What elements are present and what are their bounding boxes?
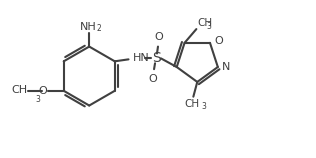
Text: 2: 2 [96, 24, 101, 33]
Text: 3: 3 [206, 22, 211, 31]
Text: O: O [214, 36, 223, 46]
Text: HN: HN [132, 53, 149, 63]
Text: S: S [152, 51, 161, 65]
Text: N: N [222, 62, 230, 72]
Text: CH: CH [198, 18, 212, 28]
Text: O: O [149, 74, 157, 84]
Text: O: O [38, 86, 47, 96]
Text: O: O [155, 32, 163, 42]
Text: 3: 3 [35, 95, 40, 104]
Text: NH: NH [80, 22, 97, 32]
Text: 3: 3 [201, 102, 206, 111]
Text: CH: CH [185, 99, 200, 109]
Text: CH: CH [11, 85, 27, 95]
